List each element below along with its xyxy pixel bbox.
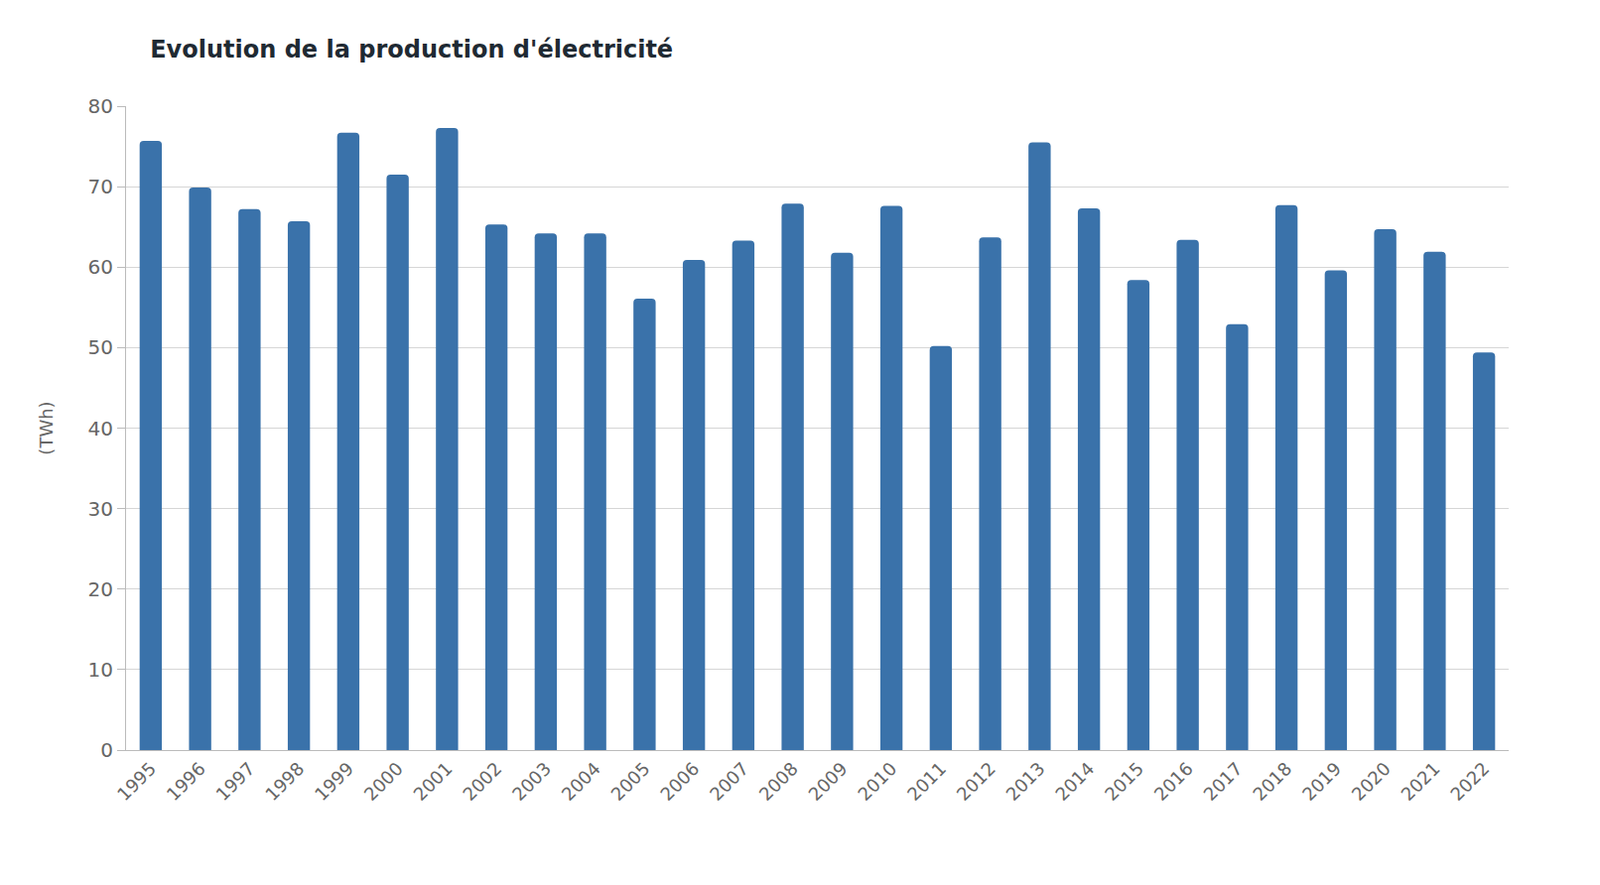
svg-text:1999: 1999 bbox=[310, 758, 358, 805]
svg-text:2013: 2013 bbox=[1001, 758, 1049, 805]
svg-text:50: 50 bbox=[88, 335, 114, 360]
svg-text:2011: 2011 bbox=[903, 758, 950, 805]
svg-text:2001: 2001 bbox=[408, 758, 456, 805]
svg-text:2012: 2012 bbox=[952, 758, 1000, 805]
svg-text:2007: 2007 bbox=[705, 758, 753, 805]
svg-text:2014: 2014 bbox=[1051, 758, 1098, 805]
svg-text:2008: 2008 bbox=[755, 758, 802, 805]
svg-text:2015: 2015 bbox=[1100, 758, 1148, 805]
svg-text:60: 60 bbox=[88, 255, 114, 279]
svg-text:30: 30 bbox=[88, 497, 114, 522]
svg-text:1998: 1998 bbox=[261, 758, 308, 805]
svg-text:2004: 2004 bbox=[557, 758, 605, 805]
svg-text:2000: 2000 bbox=[360, 758, 407, 805]
svg-text:70: 70 bbox=[88, 174, 114, 199]
svg-text:1997: 1997 bbox=[211, 758, 259, 805]
svg-text:2021: 2021 bbox=[1396, 758, 1444, 805]
svg-text:2009: 2009 bbox=[803, 758, 851, 805]
svg-text:2005: 2005 bbox=[606, 758, 654, 805]
svg-text:2017: 2017 bbox=[1199, 758, 1246, 805]
svg-text:1995: 1995 bbox=[113, 758, 160, 805]
svg-text:2022: 2022 bbox=[1446, 758, 1493, 805]
svg-text:(TWh): (TWh) bbox=[35, 400, 57, 455]
svg-text:2003: 2003 bbox=[508, 758, 555, 805]
svg-text:2002: 2002 bbox=[458, 758, 506, 805]
svg-text:40: 40 bbox=[88, 416, 114, 441]
svg-text:2010: 2010 bbox=[853, 758, 901, 805]
svg-text:2016: 2016 bbox=[1150, 758, 1198, 805]
svg-text:20: 20 bbox=[88, 577, 114, 602]
svg-text:Evolution de la production d'é: Evolution de la production d'électricité bbox=[149, 35, 673, 64]
svg-text:1996: 1996 bbox=[162, 758, 210, 805]
svg-text:2019: 2019 bbox=[1298, 758, 1345, 805]
svg-text:10: 10 bbox=[88, 658, 114, 682]
svg-text:2020: 2020 bbox=[1347, 758, 1395, 805]
svg-text:2006: 2006 bbox=[656, 758, 703, 805]
svg-text:80: 80 bbox=[88, 94, 114, 119]
svg-text:2018: 2018 bbox=[1248, 758, 1296, 805]
svg-text:0: 0 bbox=[100, 738, 114, 763]
